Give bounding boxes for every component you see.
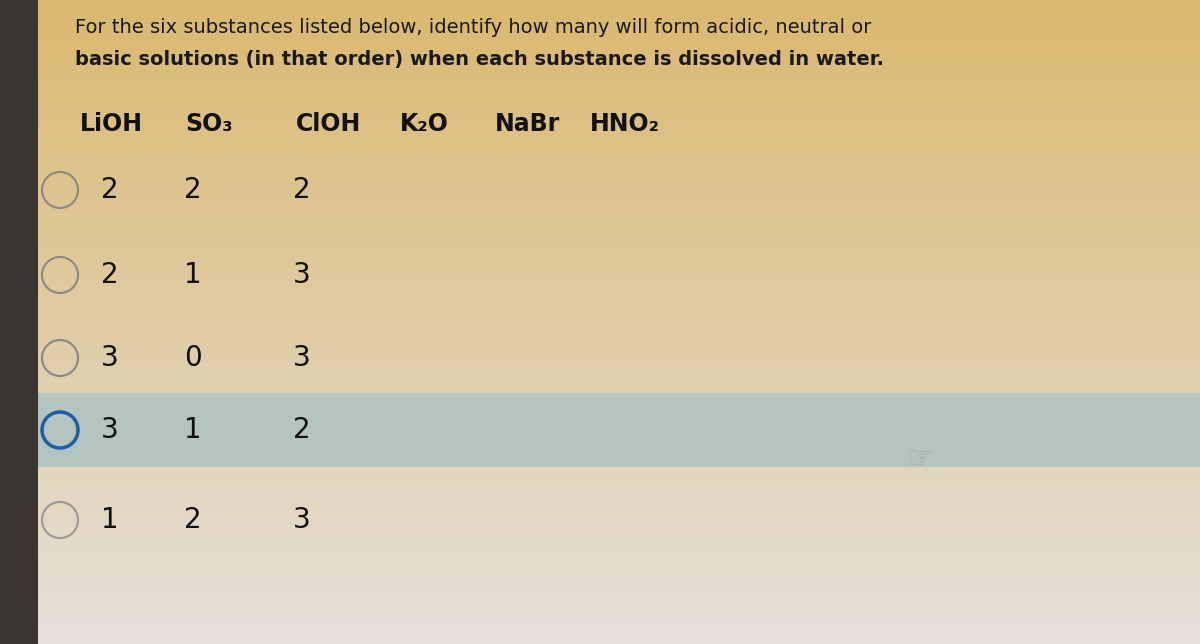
- Text: LiOH: LiOH: [80, 112, 143, 136]
- Text: 3: 3: [101, 344, 119, 372]
- Text: 2: 2: [184, 176, 202, 204]
- Text: 1: 1: [184, 261, 202, 289]
- Text: 1: 1: [184, 416, 202, 444]
- Text: basic solutions (in that order) when each substance is dissolved in water.: basic solutions (in that order) when eac…: [74, 50, 884, 69]
- Text: ☞: ☞: [906, 446, 934, 475]
- Text: 2: 2: [293, 176, 311, 204]
- Text: 2: 2: [293, 416, 311, 444]
- Text: HNO₂: HNO₂: [590, 112, 660, 136]
- Text: 3: 3: [293, 261, 311, 289]
- Text: 3: 3: [293, 344, 311, 372]
- Text: 2: 2: [101, 261, 119, 289]
- Text: 0: 0: [184, 344, 202, 372]
- Text: 2: 2: [184, 506, 202, 534]
- Text: 1: 1: [101, 506, 119, 534]
- Text: 2: 2: [101, 176, 119, 204]
- Text: K₂O: K₂O: [400, 112, 449, 136]
- Text: ClOH: ClOH: [296, 112, 361, 136]
- Text: SO₃: SO₃: [185, 112, 233, 136]
- Bar: [0, 0, 38, 644]
- Text: NaBr: NaBr: [496, 112, 560, 136]
- Text: 3: 3: [293, 506, 311, 534]
- Bar: [38, 393, 1200, 468]
- Text: For the six substances listed below, identify how many will form acidic, neutral: For the six substances listed below, ide…: [74, 18, 871, 37]
- Text: 3: 3: [101, 416, 119, 444]
